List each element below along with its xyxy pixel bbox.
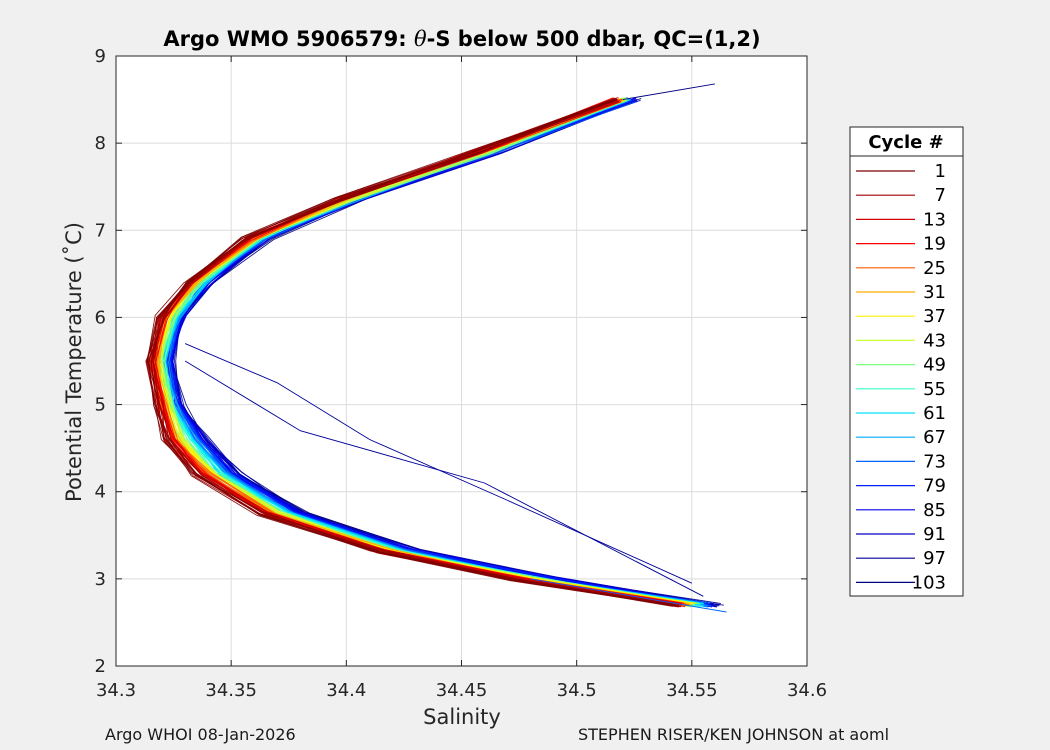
x-tick-label: 34.35 (205, 680, 257, 701)
x-axis-label: Salinity (423, 705, 501, 729)
axis-ticks: 34.3 34.35 34.4 34.45 34.5 34.55 34.6 2 3 4 5 6 7 8 9 (95, 46, 827, 701)
legend-label: 19 (923, 234, 946, 255)
legend-box (849, 126, 964, 597)
legend-label: 61 (923, 403, 946, 424)
y-tick-label: 6 (95, 307, 106, 328)
y-tick-label: 7 (95, 220, 106, 241)
x-tick-label: 34.3 (96, 680, 136, 701)
legend-label: 7 (935, 185, 946, 206)
legend-label: 79 (923, 476, 946, 497)
x-tick-label: 34.45 (436, 680, 488, 701)
legend-title: Cycle # (868, 132, 943, 153)
legend-label: 25 (923, 258, 946, 279)
y-axis-label: Potential Temperature (˚C) (62, 222, 86, 502)
x-tick-label: 34.5 (557, 680, 597, 701)
profile-series (145, 83, 727, 613)
y-tick-label: 3 (95, 569, 106, 590)
legend-label: 31 (923, 282, 946, 303)
legend-label: 97 (923, 548, 946, 569)
legend-label: 13 (923, 209, 946, 230)
min-tip-line (530, 578, 727, 613)
legend-items: 1 7 13 19 25 31 37 43 49 55 61 67 73 79 85 91 97 103 (856, 161, 946, 593)
y-tick-label: 2 (95, 656, 106, 677)
x-tick-label: 34.4 (326, 680, 366, 701)
outlier-profile-line (184, 360, 704, 597)
legend-label: 49 (923, 355, 946, 376)
x-tick-label: 34.55 (666, 680, 718, 701)
legend-label: 85 (923, 500, 946, 521)
y-tick-label: 4 (95, 482, 106, 503)
legend-label: 73 (923, 451, 946, 472)
cycle-profile-line (150, 100, 676, 607)
footer-source: Argo WHOI 08-Jan-2026 (105, 725, 296, 744)
legend-label: 43 (923, 330, 946, 351)
max-tip-line (622, 83, 715, 101)
y-tick-label: 9 (95, 46, 106, 67)
legend: Cycle # 1 7 13 19 25 31 37 43 49 55 61 67 73 79 85 91 97… (849, 126, 964, 597)
x-tick-label: 34.6 (787, 680, 827, 701)
y-tick-label: 8 (95, 133, 106, 154)
cycle-profile-line (147, 98, 673, 607)
y-tick-label: 5 (95, 395, 106, 416)
legend-label: 103 (912, 572, 946, 593)
legend-label: 37 (923, 306, 946, 327)
legend-label: 91 (923, 524, 946, 545)
footer-credit: STEPHEN RISER/KEN JOHNSON at aoml (578, 725, 890, 744)
outlier-profile-line (184, 343, 692, 584)
legend-label: 1 (935, 161, 946, 182)
legend-label: 67 (923, 427, 946, 448)
chart-title: Argo WMO 5906579: θ-S below 500 dbar, QC… (163, 27, 760, 51)
legend-label: 55 (923, 379, 946, 400)
